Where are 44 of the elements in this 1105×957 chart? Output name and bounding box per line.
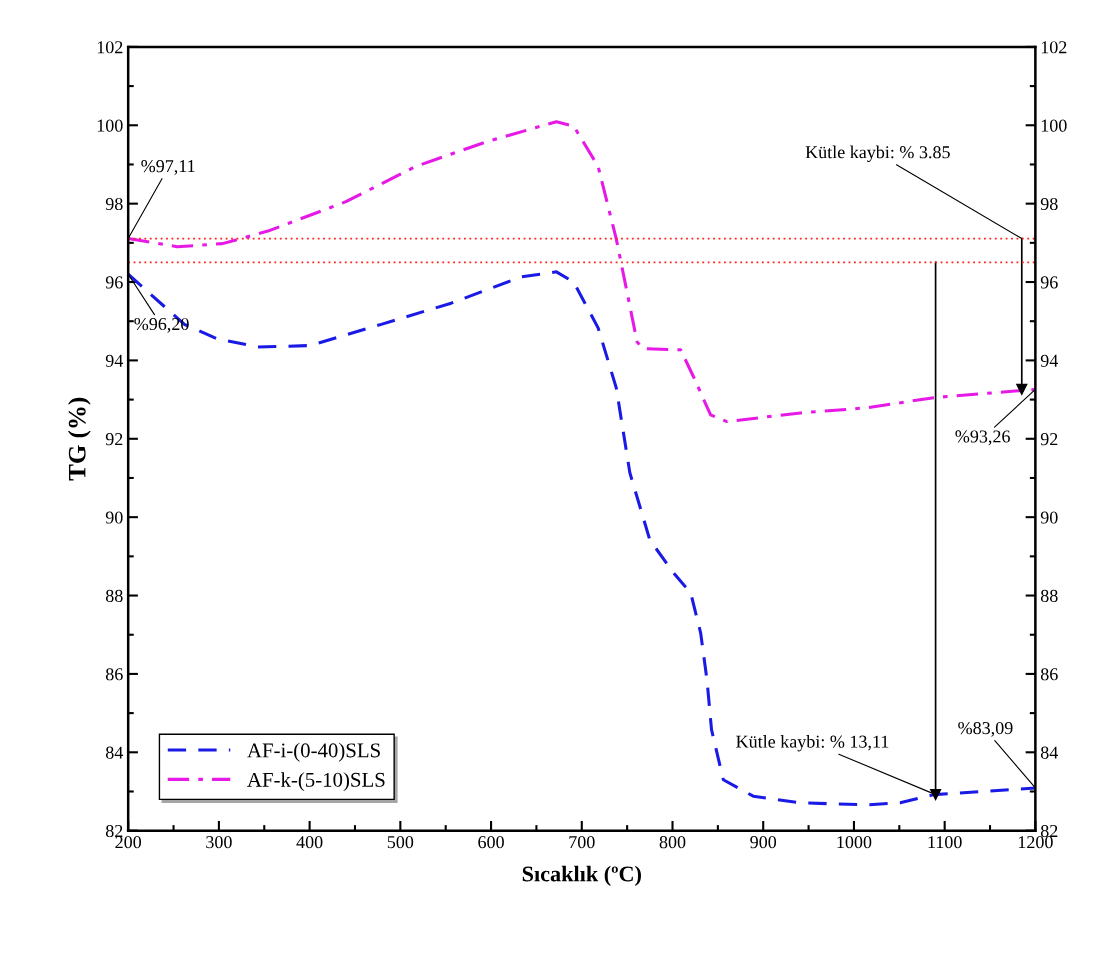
x-tick-label: 400	[296, 836, 323, 849]
y-tick-label: 98	[105, 197, 123, 211]
x-tick-label: 600	[478, 836, 504, 849]
x-tick-label: 700	[569, 836, 595, 849]
x-tick-label: 1100	[928, 836, 962, 849]
annotation: %96,20	[134, 317, 189, 333]
y2-tick-label: 94	[1040, 354, 1059, 367]
y-tick-label: 96	[105, 276, 123, 289]
annotation: Kütle kaybi: % 3.85	[805, 145, 950, 163]
x-tick-label: 200	[115, 836, 142, 849]
x-tick-label: 300	[206, 836, 232, 849]
y-tick-label: 90	[105, 511, 123, 524]
y-tick-label: 84	[105, 746, 124, 759]
x-tick-label: 1000	[837, 836, 872, 849]
line-series	[128, 270, 1036, 807]
y2-tick-label: 98	[1040, 197, 1058, 211]
x-axis-title: Sıcaklık (ºC)	[522, 865, 641, 886]
y2-tick-label: 84	[1040, 746, 1059, 759]
y2-tick-label: 100	[1041, 119, 1067, 132]
y-tick-label: 94	[105, 354, 124, 367]
y-tick-label: 88	[105, 589, 123, 602]
y2-tick-label: 90	[1040, 511, 1058, 524]
y2-tick-label: 86	[1040, 668, 1058, 681]
y2-tick-label: 96	[1040, 276, 1058, 289]
y-tick-label: 102	[97, 41, 123, 54]
x-tick-label: 900	[750, 836, 777, 849]
y-tick-label: 92	[105, 433, 123, 446]
legend-label: AF-i-(0-40)SLS	[247, 742, 380, 762]
x-tick-label: 500	[387, 836, 414, 849]
annotation: %97,11	[141, 160, 195, 175]
x-tick-label: 1200	[1018, 836, 1053, 849]
annotation: %83,09	[958, 721, 1013, 737]
y2-tick-label: 102	[1041, 41, 1067, 54]
annotation: Kütle kaybi: % 13,11	[736, 735, 889, 752]
y2-tick-label: 92	[1040, 433, 1058, 446]
y-tick-label: 86	[105, 668, 123, 681]
y2-tick-label: 88	[1040, 589, 1058, 602]
annotation: %93,26	[955, 430, 1010, 446]
line-series	[128, 120, 1036, 424]
x-tick-label: 800	[659, 836, 686, 849]
y-axis-title: TG (%)	[68, 397, 91, 481]
y-tick-label: 100	[97, 119, 123, 132]
y-tick-label: 82	[105, 824, 123, 838]
legend-label: AF-k-(5-10)SLS	[247, 772, 385, 792]
